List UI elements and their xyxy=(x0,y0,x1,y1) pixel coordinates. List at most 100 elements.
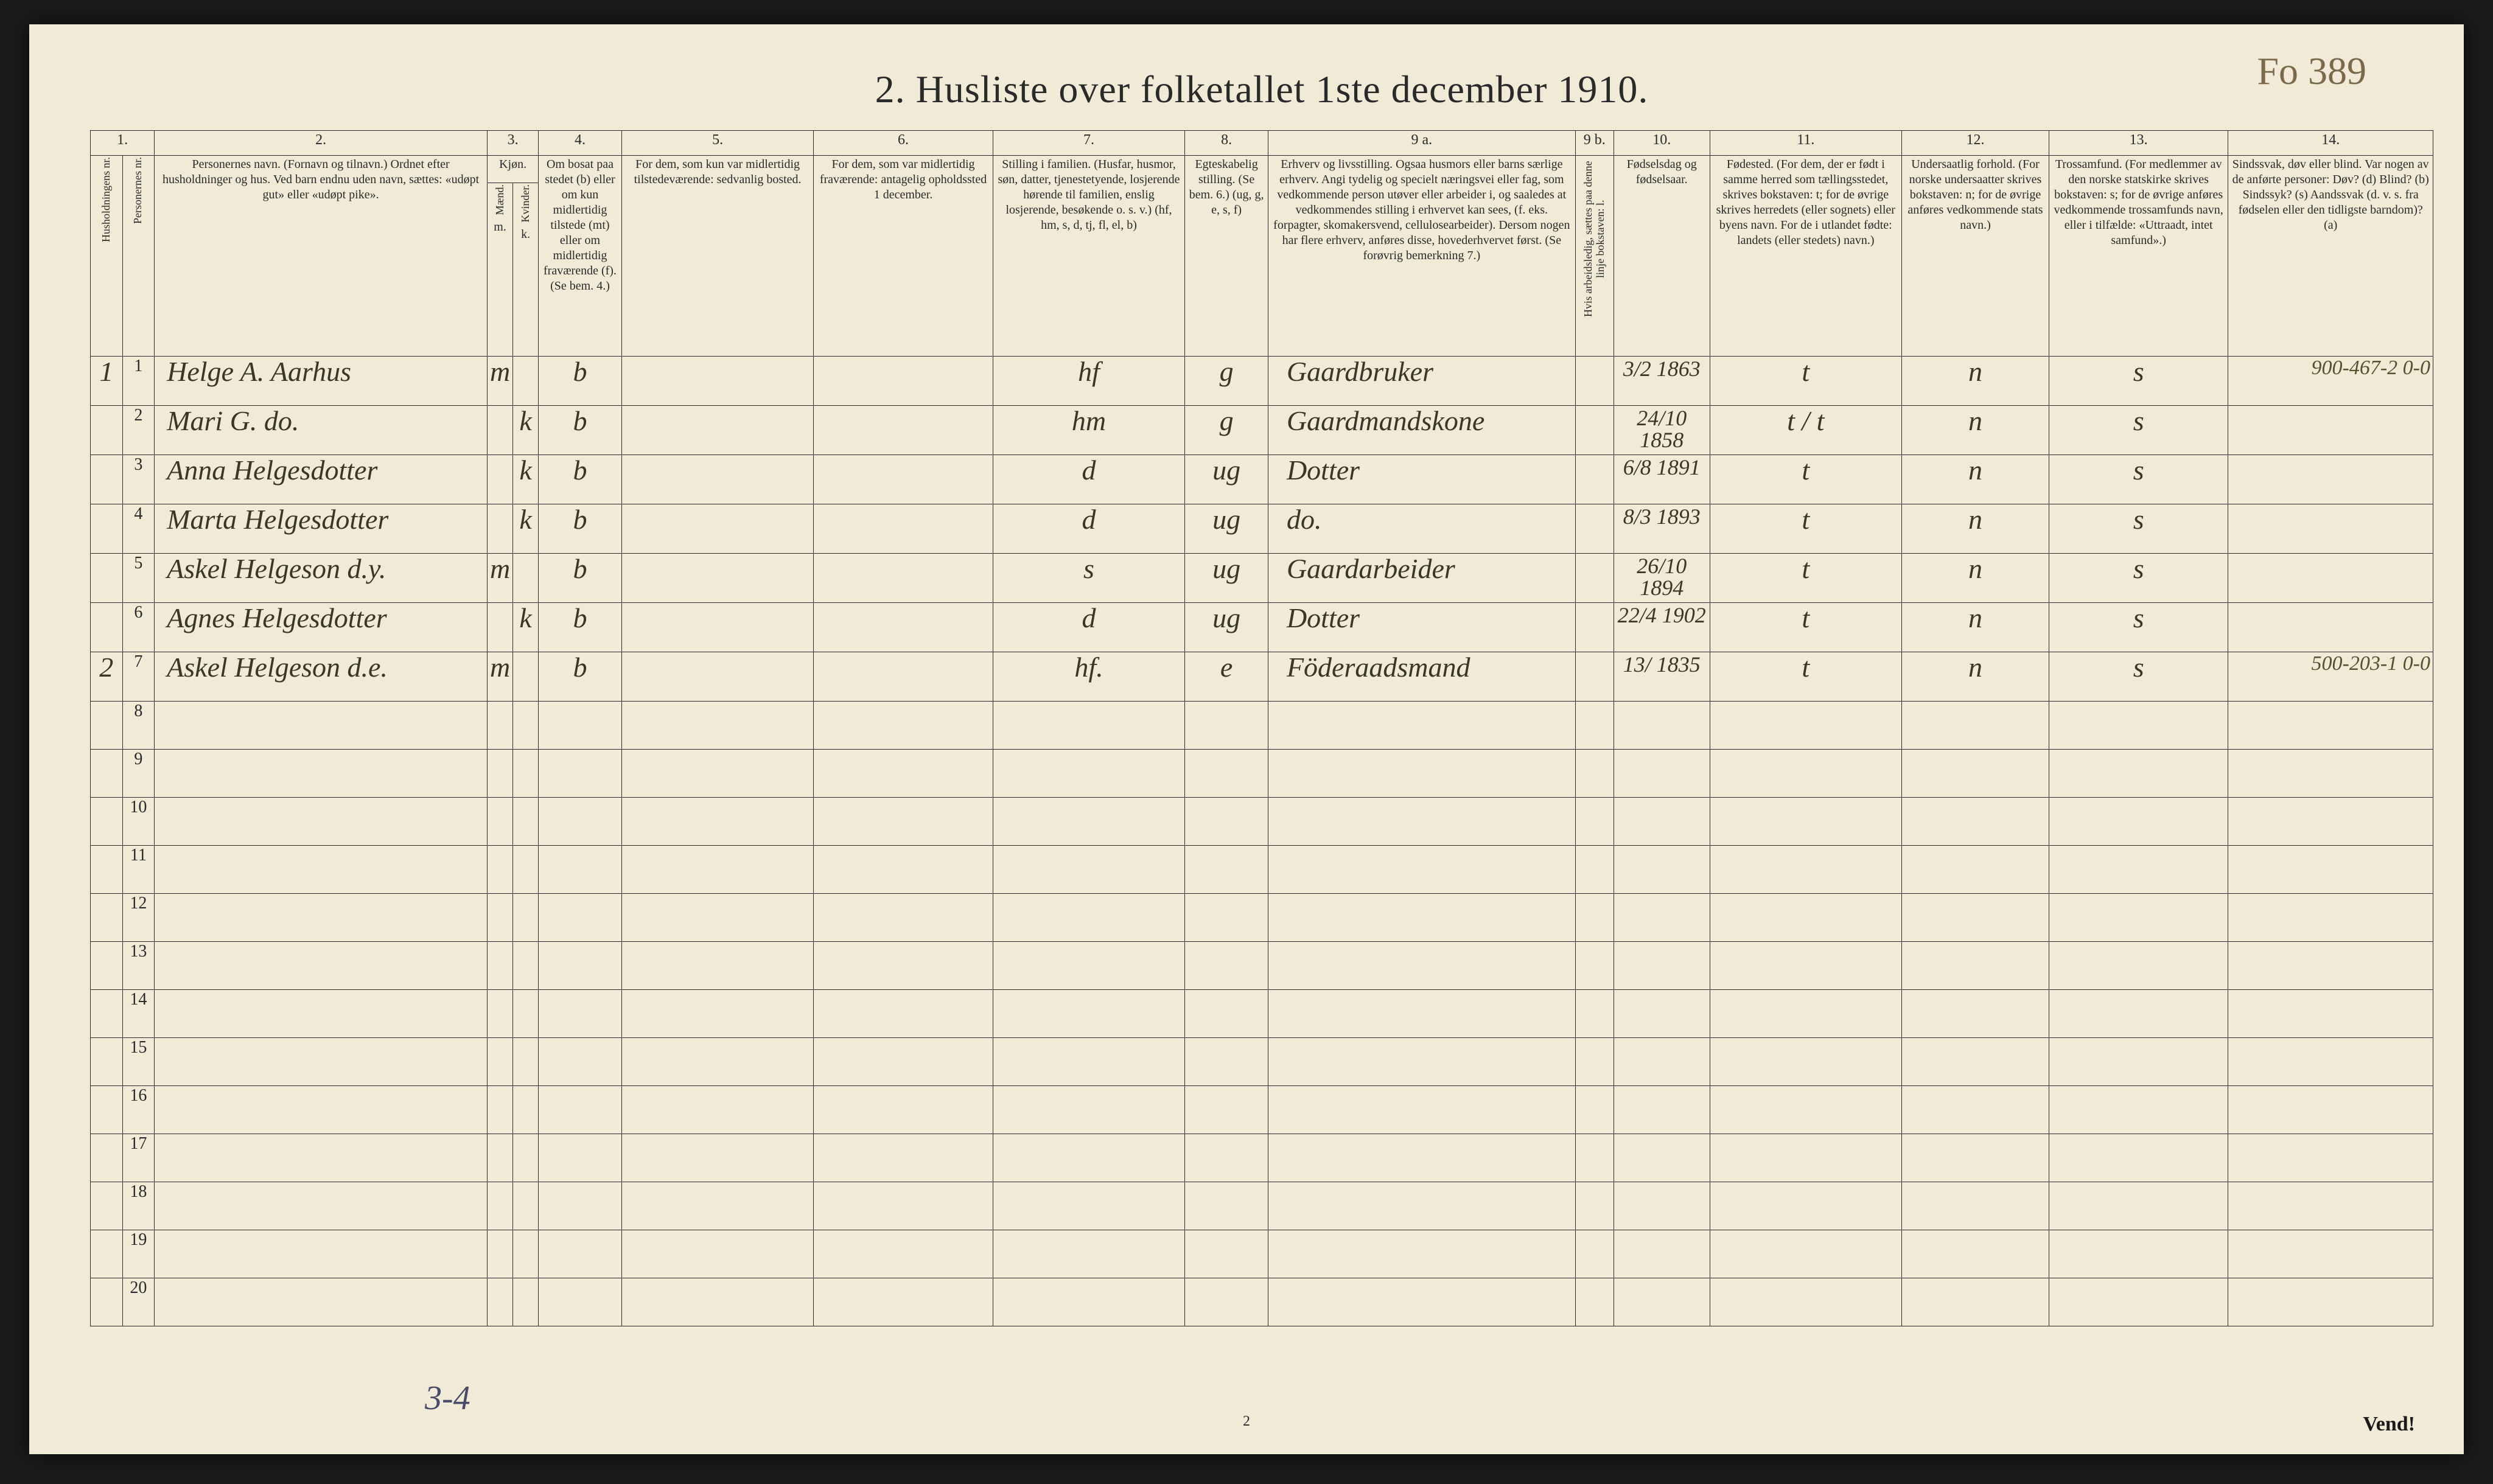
cell-c14: 900-467-2 0-0 xyxy=(2228,357,2433,406)
cell-name xyxy=(155,750,488,798)
cell-c9a xyxy=(1268,1182,1575,1230)
cell-c9b xyxy=(1575,702,1614,750)
cell-name: Helge A. Aarhus xyxy=(155,357,488,406)
document-page: Fo 389 2. Husliste over folketallet 1ste… xyxy=(29,24,2464,1454)
head-c2: Personernes navn. (Fornavn og tilnavn.) … xyxy=(155,156,488,357)
cell-c7 xyxy=(993,1278,1184,1326)
cell-c13 xyxy=(2049,702,2228,750)
cell-c6 xyxy=(814,894,993,942)
cell-hh xyxy=(91,702,123,750)
col-num-10: 10. xyxy=(1614,131,1710,156)
cell-c8 xyxy=(1185,1038,1268,1086)
cell-c7: d xyxy=(993,603,1184,652)
cell-hh xyxy=(91,798,123,846)
cell-c9b xyxy=(1575,942,1614,990)
cell-b xyxy=(539,1278,622,1326)
cell-c6 xyxy=(814,798,993,846)
cell-c10: 26/10 1894 xyxy=(1614,554,1710,603)
table-row: 4Marta Helgesdotterkbdugdo.8/3 1893tns xyxy=(91,504,2433,554)
cell-c13 xyxy=(2049,942,2228,990)
cell-hh xyxy=(91,990,123,1038)
cell-c13: s xyxy=(2049,554,2228,603)
cell-c6 xyxy=(814,1278,993,1326)
cell-c9b xyxy=(1575,504,1614,554)
cell-c14 xyxy=(2228,894,2433,942)
table-row: 9 xyxy=(91,750,2433,798)
cell-k xyxy=(513,1038,539,1086)
cell-c14 xyxy=(2228,1230,2433,1278)
cell-k xyxy=(513,357,539,406)
cell-c5 xyxy=(621,1278,813,1326)
cell-pn: 15 xyxy=(122,1038,155,1086)
cell-c8 xyxy=(1185,990,1268,1038)
cell-b xyxy=(539,750,622,798)
cell-c10 xyxy=(1614,1134,1710,1182)
cell-c8 xyxy=(1185,1086,1268,1134)
table-row: 3Anna HelgesdotterkbdugDotter6/8 1891tns xyxy=(91,455,2433,504)
head-c10: Fødselsdag og fødselsaar. xyxy=(1614,156,1710,357)
cell-c12 xyxy=(1902,942,2049,990)
cell-pn: 11 xyxy=(122,846,155,894)
cell-m: m xyxy=(488,554,513,603)
table-row: 27Askel Helgeson d.e.mbhf.eFöderaadsmand… xyxy=(91,652,2433,702)
cell-c10: 6/8 1891 xyxy=(1614,455,1710,504)
cell-c6 xyxy=(814,1038,993,1086)
header-row-nums: 1. 2. 3. 4. 5. 6. 7. 8. 9 a. 9 b. 10. 11… xyxy=(91,131,2433,156)
table-row: 11 xyxy=(91,846,2433,894)
cell-c10 xyxy=(1614,750,1710,798)
head-c9b: Hvis arbeidsledig, sættes paa denne linj… xyxy=(1575,156,1614,357)
cell-hh xyxy=(91,1182,123,1230)
cell-c14 xyxy=(2228,1134,2433,1182)
cell-hh xyxy=(91,750,123,798)
cell-k xyxy=(513,1230,539,1278)
cell-c6 xyxy=(814,990,993,1038)
cell-c14: 500-203-1 0-0 xyxy=(2228,652,2433,702)
cell-pn: 18 xyxy=(122,1182,155,1230)
cell-c5 xyxy=(621,1230,813,1278)
cell-c6 xyxy=(814,1230,993,1278)
cell-m: m xyxy=(488,357,513,406)
cell-hh xyxy=(91,554,123,603)
cell-c13: s xyxy=(2049,406,2228,455)
cell-c9a: Dotter xyxy=(1268,455,1575,504)
cell-c9b xyxy=(1575,798,1614,846)
cell-c5 xyxy=(621,603,813,652)
cell-m xyxy=(488,1134,513,1182)
table-row: 15 xyxy=(91,1038,2433,1086)
cell-c12 xyxy=(1902,1230,2049,1278)
cell-c13 xyxy=(2049,1278,2228,1326)
cell-c14 xyxy=(2228,750,2433,798)
head-c3a: Mænd. m. xyxy=(488,183,513,357)
cell-c7 xyxy=(993,942,1184,990)
cell-m xyxy=(488,750,513,798)
cell-b xyxy=(539,1230,622,1278)
cell-c9b xyxy=(1575,1086,1614,1134)
cell-c5 xyxy=(621,554,813,603)
cell-c8 xyxy=(1185,750,1268,798)
cell-c9a xyxy=(1268,942,1575,990)
footer-annotation-left: 3-4 xyxy=(425,1379,470,1418)
table-row: 18 xyxy=(91,1182,2433,1230)
cell-c12 xyxy=(1902,750,2049,798)
table-row: 14 xyxy=(91,990,2433,1038)
cell-c5 xyxy=(621,846,813,894)
cell-hh xyxy=(91,1134,123,1182)
cell-c7: hm xyxy=(993,406,1184,455)
cell-c10: 8/3 1893 xyxy=(1614,504,1710,554)
cell-b xyxy=(539,798,622,846)
cell-c12 xyxy=(1902,1278,2049,1326)
cell-c8 xyxy=(1185,1230,1268,1278)
cell-c8 xyxy=(1185,846,1268,894)
cell-c14 xyxy=(2228,554,2433,603)
cell-c5 xyxy=(621,652,813,702)
cell-c11 xyxy=(1710,1038,1901,1086)
cell-c9b xyxy=(1575,1134,1614,1182)
cell-name: Agnes Helgesdotter xyxy=(155,603,488,652)
cell-c6 xyxy=(814,750,993,798)
cell-pn: 9 xyxy=(122,750,155,798)
cell-c9b xyxy=(1575,357,1614,406)
cell-c7 xyxy=(993,702,1184,750)
cell-c14 xyxy=(2228,1182,2433,1230)
cell-c14 xyxy=(2228,1086,2433,1134)
cell-k xyxy=(513,750,539,798)
